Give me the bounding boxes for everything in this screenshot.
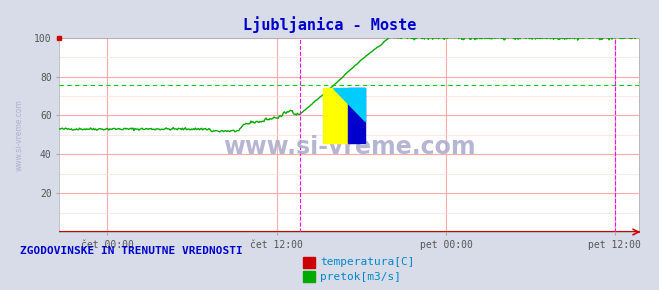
Polygon shape	[333, 88, 364, 121]
Text: www.si-vreme.com: www.si-vreme.com	[223, 135, 476, 159]
Bar	[323, 88, 347, 143]
Text: temperatura[C]: temperatura[C]	[320, 258, 415, 267]
Bar	[347, 88, 364, 143]
Text: pretok[m3/s]: pretok[m3/s]	[320, 272, 401, 282]
Text: ZGODOVINSKE IN TRENUTNE VREDNOSTI: ZGODOVINSKE IN TRENUTNE VREDNOSTI	[20, 246, 243, 256]
Text: www.si-vreme.com: www.si-vreme.com	[14, 99, 23, 171]
Text: Ljubljanica - Moste: Ljubljanica - Moste	[243, 16, 416, 33]
